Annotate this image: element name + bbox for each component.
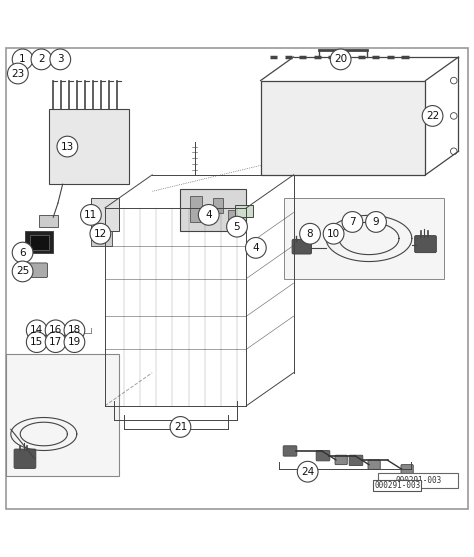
FancyBboxPatch shape	[235, 206, 254, 217]
Text: 20: 20	[334, 55, 347, 65]
Circle shape	[450, 113, 457, 119]
Circle shape	[27, 332, 47, 353]
Circle shape	[227, 216, 247, 237]
Circle shape	[330, 49, 351, 70]
Text: 11: 11	[84, 210, 98, 220]
Text: 000291-003: 000291-003	[395, 476, 442, 485]
Circle shape	[246, 237, 266, 258]
FancyBboxPatch shape	[401, 465, 413, 474]
Circle shape	[90, 223, 111, 244]
Text: 23: 23	[11, 69, 25, 79]
Text: 17: 17	[49, 337, 62, 347]
Text: 10: 10	[327, 229, 340, 239]
Text: 25: 25	[16, 266, 29, 276]
FancyBboxPatch shape	[368, 460, 380, 470]
Text: 7: 7	[349, 217, 356, 227]
Text: 000291-003: 000291-003	[374, 481, 420, 490]
Text: 4: 4	[253, 243, 259, 253]
FancyBboxPatch shape	[181, 189, 246, 231]
Text: 8: 8	[307, 229, 313, 239]
Text: 4: 4	[205, 210, 212, 220]
Text: 1: 1	[19, 55, 26, 65]
FancyBboxPatch shape	[91, 198, 119, 231]
FancyBboxPatch shape	[261, 81, 426, 175]
Circle shape	[12, 261, 33, 282]
Circle shape	[450, 148, 457, 155]
Text: 24: 24	[301, 467, 314, 477]
FancyBboxPatch shape	[415, 236, 437, 252]
Text: 14: 14	[30, 325, 43, 335]
Circle shape	[8, 63, 28, 84]
FancyBboxPatch shape	[39, 215, 58, 227]
Circle shape	[64, 320, 85, 341]
FancyBboxPatch shape	[283, 446, 297, 456]
Circle shape	[45, 320, 66, 341]
Circle shape	[12, 242, 33, 263]
Circle shape	[27, 320, 47, 341]
FancyBboxPatch shape	[6, 354, 119, 476]
Text: 6: 6	[19, 247, 26, 257]
FancyBboxPatch shape	[14, 449, 36, 468]
Circle shape	[323, 223, 344, 244]
Circle shape	[300, 223, 320, 244]
Text: 3: 3	[57, 55, 64, 65]
Circle shape	[31, 49, 52, 70]
Text: 18: 18	[68, 325, 81, 335]
Circle shape	[50, 49, 71, 70]
Text: 12: 12	[94, 229, 107, 239]
Circle shape	[12, 49, 33, 70]
FancyBboxPatch shape	[24, 263, 47, 277]
Text: 5: 5	[234, 222, 240, 232]
Text: 13: 13	[61, 141, 74, 152]
FancyBboxPatch shape	[6, 47, 468, 510]
FancyBboxPatch shape	[30, 234, 48, 250]
FancyBboxPatch shape	[335, 455, 347, 465]
FancyBboxPatch shape	[91, 231, 112, 246]
Circle shape	[57, 136, 78, 157]
Text: 19: 19	[68, 337, 81, 347]
Text: 22: 22	[426, 111, 439, 121]
FancyBboxPatch shape	[349, 455, 363, 466]
Text: 16: 16	[49, 325, 62, 335]
Circle shape	[297, 461, 318, 482]
FancyBboxPatch shape	[284, 198, 444, 278]
Text: 9: 9	[373, 217, 379, 227]
Circle shape	[45, 332, 66, 353]
Circle shape	[170, 417, 191, 437]
Text: 2: 2	[38, 55, 45, 65]
FancyBboxPatch shape	[316, 451, 330, 461]
Circle shape	[342, 212, 363, 232]
Circle shape	[198, 204, 219, 225]
FancyBboxPatch shape	[48, 109, 128, 184]
FancyBboxPatch shape	[213, 198, 223, 213]
Circle shape	[365, 212, 386, 232]
FancyBboxPatch shape	[25, 231, 53, 252]
Text: 15: 15	[30, 337, 43, 347]
Circle shape	[450, 77, 457, 84]
FancyBboxPatch shape	[228, 210, 235, 219]
Circle shape	[64, 332, 85, 353]
Circle shape	[81, 204, 101, 225]
FancyBboxPatch shape	[378, 473, 458, 488]
FancyBboxPatch shape	[292, 240, 311, 254]
Text: 21: 21	[174, 422, 187, 432]
FancyBboxPatch shape	[190, 196, 201, 222]
Circle shape	[422, 106, 443, 126]
